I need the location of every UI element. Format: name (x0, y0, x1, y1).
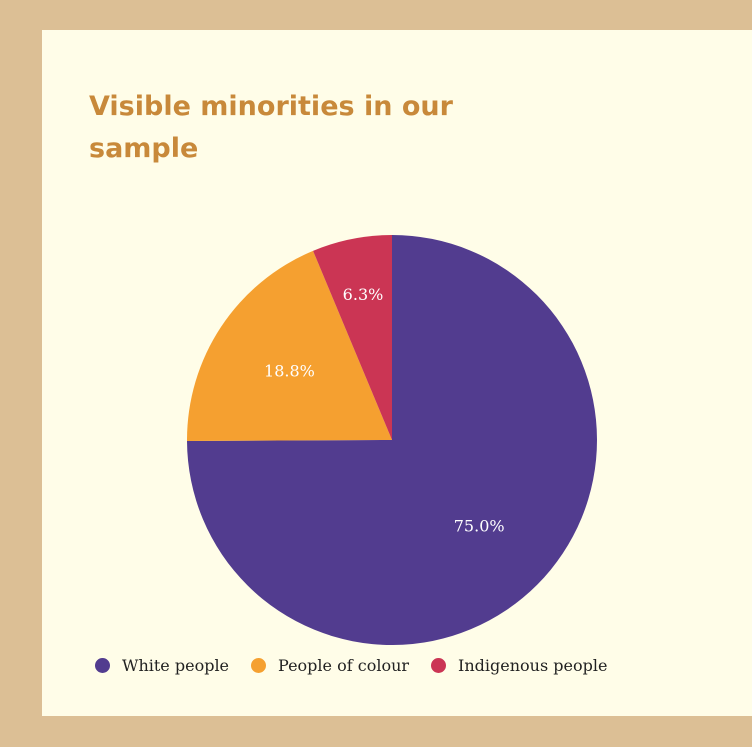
legend-swatch-icon (95, 658, 110, 673)
legend-item[interactable]: Indigenous people (431, 656, 607, 675)
legend-swatch-icon (431, 658, 447, 673)
chart-legend: White people People of colour Indigenous p… (95, 656, 629, 675)
chart-title: Visible minorities in our sample (89, 91, 453, 164)
pie-slice-indigenous-people (313, 235, 392, 440)
pie-slice-white-people (187, 235, 598, 645)
chart-card: Visible minorities in our sample 75.0% 18… (42, 30, 752, 716)
legend-item[interactable]: White people (95, 656, 229, 675)
legend-label: People of colour (278, 656, 410, 675)
legend-label: White people (122, 656, 230, 675)
pie-chart: 75.0% 18.8% 6.3% (187, 235, 598, 645)
legend-swatch-icon (251, 658, 267, 673)
pie-slice-people-of-colour (187, 250, 392, 441)
legend-label: Indigenous people (458, 656, 608, 675)
slice-value-label: 6.3% (343, 285, 384, 304)
legend-item[interactable]: People of colour (251, 656, 409, 675)
slice-value-label: 75.0% (454, 516, 505, 535)
slice-value-label: 18.8% (264, 362, 315, 381)
